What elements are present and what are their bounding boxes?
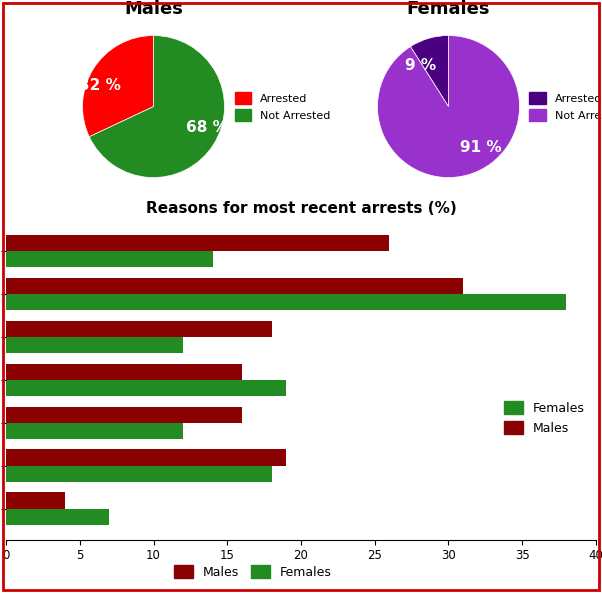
Title: Females: Females xyxy=(407,0,490,18)
Text: 32 %: 32 % xyxy=(79,78,120,93)
Bar xyxy=(6,278,464,294)
Text: 68 %: 68 % xyxy=(187,120,228,135)
Bar xyxy=(6,423,183,439)
Bar xyxy=(6,364,242,380)
Wedge shape xyxy=(89,36,225,177)
Text: 91 %: 91 % xyxy=(461,140,502,155)
Bar xyxy=(6,235,389,251)
Bar xyxy=(6,466,272,482)
Bar xyxy=(6,251,213,267)
Bar xyxy=(6,492,65,509)
Wedge shape xyxy=(82,36,154,137)
Wedge shape xyxy=(377,36,520,177)
Bar xyxy=(6,380,287,396)
Bar xyxy=(6,294,566,310)
Title: Males: Males xyxy=(124,0,183,18)
Legend: Males, Females: Males, Females xyxy=(169,560,337,584)
Wedge shape xyxy=(411,36,448,107)
Bar xyxy=(6,407,242,423)
Bar xyxy=(6,509,110,525)
Title: Reasons for most recent arrests (%): Reasons for most recent arrests (%) xyxy=(146,201,456,216)
Bar xyxy=(6,337,183,353)
Legend: Females, Males: Females, Males xyxy=(499,397,590,440)
Bar xyxy=(6,321,272,337)
Bar xyxy=(6,449,287,466)
Legend: Arrested, Not Arrested: Arrested, Not Arrested xyxy=(230,88,335,125)
Text: 9 %: 9 % xyxy=(406,58,436,73)
Legend: Arrested, Not Arrested: Arrested, Not Arrested xyxy=(525,88,602,125)
